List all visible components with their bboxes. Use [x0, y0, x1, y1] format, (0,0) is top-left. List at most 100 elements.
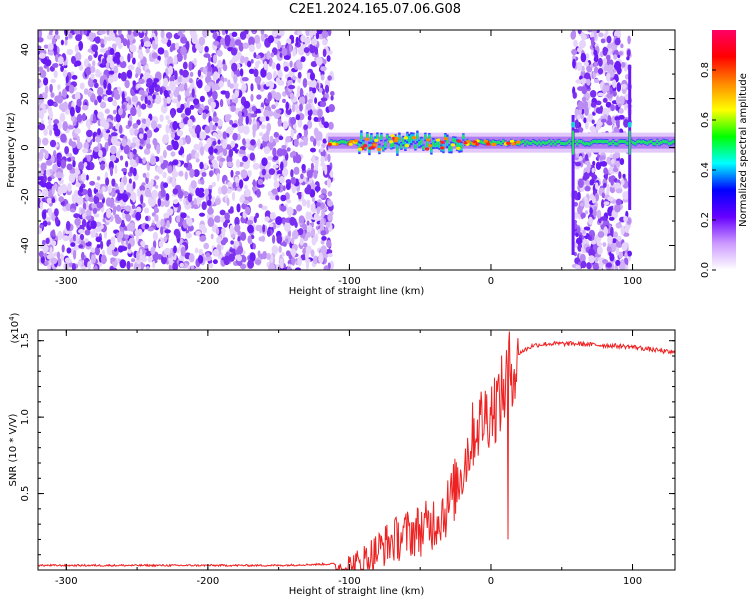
top-x-axis-label: Height of straight line (km): [289, 286, 425, 297]
noise-blob: [156, 219, 161, 228]
noise-blob: [76, 98, 82, 107]
noise-blob: [98, 30, 106, 35]
noise-blob: [229, 206, 234, 213]
band-core: [622, 140, 625, 143]
noise-blob: [180, 36, 188, 44]
band-core: [456, 143, 459, 147]
noise-blob: [580, 202, 584, 207]
noise-blob: [615, 96, 620, 104]
noise-blob: [622, 191, 630, 200]
noise-blob: [165, 115, 170, 120]
noise-blob: [90, 65, 96, 74]
noise-blob: [46, 124, 54, 131]
noise-blob: [114, 164, 118, 174]
noise-blob: [44, 85, 49, 94]
vertical-streak: [571, 115, 575, 255]
noise-blob: [303, 135, 309, 144]
noise-blob: [94, 36, 101, 44]
noise-blob: [117, 235, 121, 243]
noise-blob: [72, 234, 77, 242]
noise-blob: [240, 231, 247, 241]
hot-spot: [353, 139, 359, 143]
noise-blob: [164, 229, 171, 234]
band-core: [526, 140, 529, 144]
noise-blob: [269, 212, 276, 220]
noise-blob: [62, 121, 68, 132]
noise-blob: [221, 185, 228, 195]
noise-blob: [136, 188, 141, 197]
noise-blob: [587, 235, 592, 241]
noise-blob: [103, 121, 110, 130]
noise-blob: [140, 137, 145, 145]
noise-blob: [117, 30, 122, 36]
noise-blob: [74, 30, 80, 35]
noise-blob: [280, 194, 287, 202]
noise-blob: [121, 168, 128, 172]
noise-blob: [295, 114, 301, 121]
noise-blob: [232, 181, 236, 189]
band-core: [446, 139, 449, 143]
band-core: [570, 142, 573, 146]
noise-blob: [206, 71, 212, 78]
noise-blob: [95, 70, 102, 78]
noise-blob: [322, 38, 328, 46]
noise-blob: [245, 115, 249, 125]
y-tick-label: 40: [20, 43, 31, 56]
noise-blob: [212, 259, 218, 265]
noise-blob: [574, 119, 579, 129]
band-core: [460, 145, 463, 149]
noise-blob: [320, 202, 325, 210]
noise-blob: [38, 37, 44, 43]
noise-blob: [279, 267, 286, 270]
noise-blob: [58, 196, 64, 203]
noise-blob: [153, 78, 160, 83]
noise-blob: [294, 154, 302, 164]
noise-blob: [230, 140, 236, 148]
noise-blob: [244, 30, 249, 35]
noise-blob: [200, 146, 204, 156]
noise-blob: [603, 167, 608, 175]
noise-blob: [130, 106, 137, 117]
noise-blob: [277, 70, 283, 78]
noise-blob: [303, 242, 308, 248]
noise-blob: [327, 191, 333, 197]
noise-blob: [93, 79, 98, 84]
noise-blob: [245, 33, 251, 39]
bottom-y-axis-label: SNR (10 * V/V): [8, 413, 19, 486]
noise-blob: [327, 30, 332, 37]
noise-blob: [167, 56, 174, 66]
noise-blob: [602, 97, 608, 103]
noise-blob: [300, 56, 306, 63]
noise-blob: [328, 104, 336, 113]
noise-blob: [107, 76, 114, 84]
noise-blob: [320, 230, 327, 236]
noise-blob: [87, 188, 92, 197]
noise-blob: [166, 144, 174, 151]
noise-blob: [254, 259, 262, 265]
hot-spot: [472, 140, 477, 144]
noise-blob: [135, 73, 139, 79]
noise-blob: [310, 249, 315, 257]
noise-blob: [315, 131, 323, 141]
noise-blob: [593, 31, 597, 40]
noise-blob: [267, 190, 273, 197]
hot-spot: [390, 134, 395, 138]
noise-blob: [110, 236, 116, 246]
noise-blob: [305, 30, 310, 37]
noise-blob: [156, 144, 161, 155]
noise-blob: [140, 194, 144, 205]
x-tick-label: -200: [197, 576, 220, 587]
colorbar-tick-label: 0.4: [700, 162, 711, 178]
band-core: [370, 136, 373, 140]
noise-blob: [63, 101, 68, 111]
noise-blob: [170, 109, 175, 119]
noise-blob: [145, 47, 150, 54]
noise-blob: [573, 39, 578, 48]
noise-blob: [208, 146, 214, 155]
y-tick-label: -40: [20, 237, 31, 253]
noise-blob: [266, 72, 273, 81]
noise-blob: [621, 61, 626, 68]
noise-blob: [150, 178, 154, 187]
noise-blob: [595, 107, 603, 114]
noise-blob: [194, 267, 202, 270]
